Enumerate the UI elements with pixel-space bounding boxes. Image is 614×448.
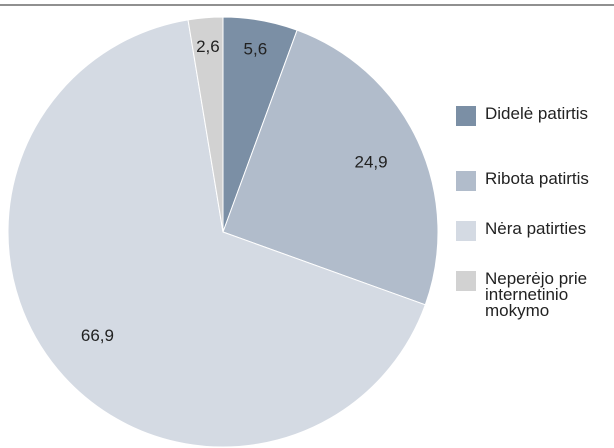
data-label: 2,6: [196, 37, 220, 56]
legend-item: Nėra patirties: [456, 219, 614, 241]
legend-swatch: [456, 171, 476, 191]
pie-slice: [7, 19, 426, 448]
pie-slice: [222, 29, 439, 306]
legend-label: Didelė patirtis: [485, 104, 588, 123]
legend-item: Ribota patirtis: [456, 169, 614, 191]
legend-swatch: [456, 106, 476, 126]
data-label: 66,9: [81, 326, 114, 345]
legend-label: Nėra patirties: [485, 219, 587, 238]
legend-swatch: [456, 221, 476, 241]
pie-slice: [187, 16, 224, 233]
legend-label: Neperėjo prie internetinio mokymo: [485, 269, 588, 320]
legend-label: Ribota patirtis: [485, 169, 589, 188]
legend-item: Neperėjo prie internetinio mokymo: [456, 269, 614, 320]
data-label: 5,6: [244, 39, 268, 58]
legend: Didelė patirtis Ribota patirtis Nėra patir…: [456, 0, 614, 448]
legend-item: Didelė patirtis: [456, 104, 614, 126]
legend-swatch: [456, 271, 476, 291]
data-label: 24,9: [355, 152, 388, 171]
